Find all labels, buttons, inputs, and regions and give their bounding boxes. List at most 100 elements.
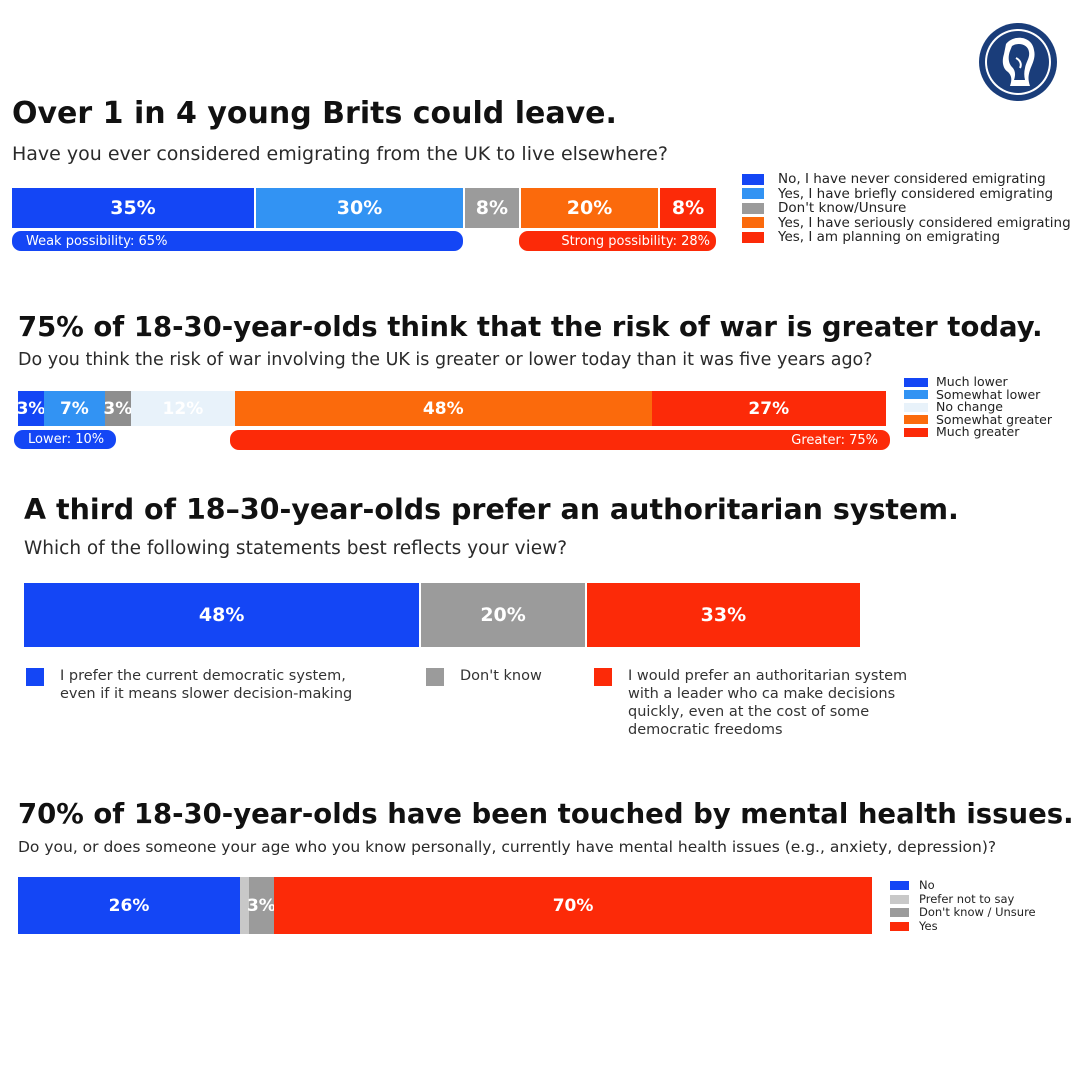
legend-item-yes-i-am-planning-on-emigrating: Yes, I am planning on emigrating bbox=[742, 230, 1071, 245]
chart1-legend: No, I have never considered emigrating Ye… bbox=[742, 172, 1071, 245]
chart2-title: 75% of 18-30-year-olds think that the ri… bbox=[18, 311, 1043, 343]
chart3-stacked-bar: 48% 20% 33% bbox=[24, 583, 860, 647]
legend-label: Yes, I am planning on emigrating bbox=[778, 229, 1001, 245]
legend-item-yes: Yes bbox=[890, 919, 1036, 934]
chart2-question: Do you think the risk of war involving t… bbox=[18, 350, 873, 370]
chart4-legend: No Prefer not to say Don't know / Unsure Ye… bbox=[890, 878, 1036, 934]
legend-item-no: No bbox=[890, 878, 1036, 893]
bar-segment-i-prefer-the-current-democratic-system-e: 48% bbox=[24, 583, 422, 647]
legend-item-no-change: No change bbox=[904, 399, 1052, 414]
bar-segment-much-greater: 27% bbox=[651, 391, 886, 426]
legend-item-much-greater: Much greater bbox=[904, 424, 1052, 439]
bar-segment-prefer-not-to-say bbox=[240, 877, 249, 934]
bar-segment-yes-i-have-seriously-considered-emigrati: 20% bbox=[520, 188, 661, 228]
data-label: 20% bbox=[566, 197, 613, 219]
legend-label: Prefer not to say bbox=[919, 891, 1015, 906]
legend-swatch bbox=[890, 894, 909, 904]
bar-segment-i-would-prefer-an-authoritarian-system-w: 33% bbox=[586, 583, 860, 647]
legend-label: Somewhat lower bbox=[936, 386, 1041, 402]
data-label: 48% bbox=[198, 604, 245, 626]
legend-democratic: I prefer the current democratic system, … bbox=[26, 667, 352, 703]
legend-label-authoritarian: I would prefer an authoritarian system w… bbox=[628, 668, 908, 738]
bar-segment-yes-i-have-briefly-considered-emigrating: 30% bbox=[255, 188, 466, 228]
chart1-stacked-bar: 35% 30% 8% 20% 8% bbox=[12, 188, 716, 228]
legend-item-no-i-have-never-considered-emigrating: No, I have never considered emigrating bbox=[742, 172, 1071, 187]
data-label: 70% bbox=[552, 895, 594, 916]
legend-item-yes-i-have-seriously-considered-emigrati: Yes, I have seriously considered emigrat… bbox=[742, 214, 1071, 231]
bar-segment-yes: 70% bbox=[274, 877, 872, 934]
bar-segment-somewhat-greater: 48% bbox=[234, 391, 652, 426]
bar-segment-no-change: 12% bbox=[130, 391, 235, 426]
legend-swatch bbox=[904, 390, 928, 400]
legend-label-democratic: I prefer the current democratic system, … bbox=[60, 668, 353, 702]
legend-label: No change bbox=[936, 399, 1003, 414]
data-label: 3% bbox=[246, 895, 276, 916]
legend-swatch bbox=[890, 908, 909, 918]
legend-label: Don't know/Unsure bbox=[778, 200, 907, 216]
legend-swatch bbox=[742, 188, 764, 200]
bar-segment-no-i-have-never-considered-emigrating: 35% bbox=[12, 188, 256, 228]
greater-pill: Greater: 75% bbox=[230, 430, 890, 450]
strong-possibility-pill: Strong possibility: 28% bbox=[519, 231, 716, 251]
legend-item-somewhat-greater: Somewhat greater bbox=[904, 411, 1053, 427]
data-label: 7% bbox=[59, 398, 89, 419]
legend-swatch-dont-know bbox=[426, 668, 444, 686]
data-label: 27% bbox=[748, 398, 790, 419]
legend-item-don-t-know-unsure: Don't know / Unsure bbox=[890, 905, 1036, 920]
head-silhouette-logo bbox=[976, 20, 1060, 104]
lower-pill: Lower: 10% bbox=[14, 430, 116, 449]
legend-swatch bbox=[890, 881, 909, 891]
legend-swatch bbox=[904, 402, 928, 412]
data-label: 48% bbox=[422, 398, 464, 419]
chart2-legend: Much lower Somewhat lower No change Somewha… bbox=[904, 374, 1053, 439]
data-label: 3% bbox=[18, 398, 46, 419]
data-label: 8% bbox=[475, 197, 509, 219]
bar-segment-don-t-know: 3% bbox=[103, 391, 133, 426]
legend-label: Yes, I have briefly considered emigratin… bbox=[778, 185, 1054, 202]
data-label: 26% bbox=[108, 895, 150, 916]
lower-label: Lower: 10% bbox=[28, 432, 105, 447]
data-label: 12% bbox=[162, 398, 204, 419]
legend-item-don-t-know-unsure: Don't know/Unsure bbox=[742, 201, 1071, 216]
legend-authoritarian: I would prefer an authoritarian system w… bbox=[594, 667, 907, 739]
chart4-question: Do you, or does someone your age who you… bbox=[18, 838, 997, 856]
legend-swatch bbox=[904, 377, 928, 387]
chart3-question: Which of the following statements best r… bbox=[24, 538, 568, 559]
legend-swatch bbox=[742, 217, 764, 229]
legend-label: Yes, I have seriously considered emigrat… bbox=[778, 214, 1071, 231]
legend-item-prefer-not-to-say: Prefer not to say bbox=[890, 891, 1036, 907]
chart1-title: Over 1 in 4 young Brits could leave. bbox=[12, 96, 617, 131]
legend-label: Don't know / Unsure bbox=[919, 905, 1036, 919]
legend-swatch bbox=[742, 231, 764, 243]
data-label: 3% bbox=[103, 398, 133, 419]
legend-label-dont-know: Don't know bbox=[460, 668, 542, 684]
legend-swatch bbox=[904, 427, 928, 437]
bar-segment-somewhat-lower: 7% bbox=[44, 391, 105, 426]
legend-label: No, I have never considered emigrating bbox=[778, 171, 1046, 187]
legend-swatch-authoritarian bbox=[594, 668, 612, 686]
legend-item-yes-i-have-briefly-considered-emigrating: Yes, I have briefly considered emigratin… bbox=[742, 185, 1071, 202]
bar-segment-yes-i-am-planning-on-emigrating: 8% bbox=[660, 188, 716, 228]
greater-label: Greater: 75% bbox=[791, 432, 878, 448]
legend-item-much-lower: Much lower bbox=[904, 374, 1052, 389]
chart3-title: A third of 18–30-year-olds prefer an aut… bbox=[24, 493, 959, 526]
legend-swatch bbox=[742, 173, 764, 185]
legend-item-somewhat-lower: Somewhat lower bbox=[904, 386, 1052, 402]
legend-label: No bbox=[919, 878, 935, 892]
legend-swatch bbox=[904, 415, 928, 425]
legend-label: Much lower bbox=[936, 374, 1008, 389]
chart4-stacked-bar: 26% 3% 70% bbox=[18, 877, 872, 934]
bar-segment-don-t-know: 20% bbox=[421, 583, 587, 647]
data-label: 30% bbox=[336, 197, 383, 219]
data-label: 33% bbox=[700, 604, 747, 626]
strong-possibility-label: Strong possibility: 28% bbox=[561, 233, 710, 249]
data-label: 8% bbox=[671, 197, 705, 219]
legend-swatch bbox=[890, 921, 909, 931]
chart1-question: Have you ever considered emigrating from… bbox=[12, 143, 668, 165]
weak-possibility-label: Weak possibility: 65% bbox=[26, 233, 168, 249]
bar-segment-don-t-know-unsure: 8% bbox=[465, 188, 521, 228]
legend-swatch-democratic bbox=[26, 668, 44, 686]
data-label: 35% bbox=[110, 197, 156, 219]
legend-label: Somewhat greater bbox=[936, 411, 1053, 427]
legend-label: Much greater bbox=[936, 424, 1020, 439]
